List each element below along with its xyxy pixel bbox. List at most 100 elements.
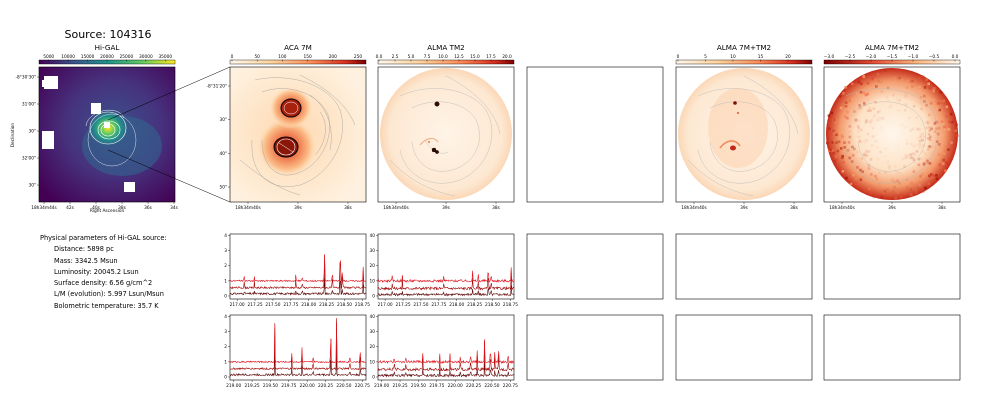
colorbar-tick-label: 0 <box>231 54 234 60</box>
spectrum-x-tick-label: 220.50 <box>484 383 499 389</box>
colorbar-tick-label: 5 <box>704 54 707 60</box>
colorbar-tick-label: −1.0 <box>908 54 919 60</box>
spectrum-y-tick-label: 1 <box>224 359 227 365</box>
tm2-spectrum-2-frame <box>377 314 515 381</box>
x-tick-label: 38s <box>118 205 126 211</box>
colorbar-tick-label: −2.0 <box>866 54 877 60</box>
tm2-spectrum-1: 217.00 217.25 217.50 217.75 218.00 218.25 218.… <box>370 233 519 308</box>
spectrum-x-tick-label: 217.25 <box>396 302 411 308</box>
spectrum-y-tick-label: 3 <box>224 329 227 335</box>
spectrum-x-tick-label: 218.50 <box>337 302 352 308</box>
higal-title: Hi-GAL <box>95 43 120 52</box>
colorbar-tick-label: −2.5 <box>845 54 856 60</box>
y-tick-label: 32'00" <box>22 156 36 162</box>
empty-panel-top <box>526 66 664 203</box>
parameter-mass: Mass: 3342.5 Msun <box>54 256 118 265</box>
spectrum-x-tick-label: 217.25 <box>248 302 263 308</box>
tm2-spectrum-2: 219.00 219.25 219.50 219.75 220.00 220.25 220.… <box>370 314 519 389</box>
spectrum-line <box>377 267 515 284</box>
spectrum-x-tick-label: 218.25 <box>319 302 334 308</box>
aca-title: ACA 7M <box>284 43 312 52</box>
higal-xlabel: Right Ascension <box>90 208 125 214</box>
spectrum-x-tick-label: 219.75 <box>281 383 296 389</box>
empty-spectrum-panel <box>823 233 961 300</box>
colorbar-tick-label: 30000 <box>139 54 153 60</box>
y-tick-label: 40" <box>220 151 227 157</box>
spectrum-y-tick-label: 0 <box>224 374 227 380</box>
colorbar-tick-label: 150 <box>303 54 311 60</box>
x-tick-label: 39s <box>740 205 748 211</box>
parameter-luminosity: Luminosity: 20045.2 Lsun <box>54 267 139 276</box>
colorbar-tick-label: 200 <box>329 54 337 60</box>
spectrum-y-tick-label: 40 <box>370 233 376 239</box>
aca-spectrum-2-frame <box>229 314 367 381</box>
spectrum-y-tick-label: 1 <box>224 278 227 284</box>
colorbar-tick-label: 25000 <box>120 54 134 60</box>
tm2-image <box>380 68 512 200</box>
spectrum-x-tick-label: 217.75 <box>283 302 298 308</box>
colorbar-tick-label: −1.5 <box>887 54 898 60</box>
spectrum-y-tick-label: 20 <box>370 263 376 269</box>
spectrum-y-tick-label: 2 <box>224 263 227 269</box>
spectrum-x-tick-label: 219.75 <box>429 383 444 389</box>
y-tick-label: -8°30'30" <box>15 75 36 81</box>
spectrum-y-tick-label: 30 <box>370 248 376 254</box>
spectrum-line <box>377 361 515 378</box>
colorbar-tick-label: 10 <box>730 54 736 60</box>
colorbar-tick-label: 10.0 <box>438 54 448 60</box>
spectrum-x-tick-label: 220.00 <box>300 383 315 389</box>
x-tick-label: 38s <box>344 205 352 211</box>
x-tick-label: 39s <box>294 205 302 211</box>
higal-frame <box>38 66 176 203</box>
spectrum-x-tick-label: 219.00 <box>374 383 389 389</box>
combo-title: ALMA 7M+TM2 <box>717 43 771 52</box>
parameter-distance: Distance: 5898 pc <box>54 245 114 254</box>
colorbar-tick-label: 20 <box>785 54 791 60</box>
spectrum-x-tick-label: 218.00 <box>449 302 464 308</box>
aca-image <box>230 67 366 202</box>
spectrum-x-tick-label: 218.75 <box>355 302 370 308</box>
combo-ratio-colorbar-ticks: −3.0 −2.5 −2.0 −1.5 −1.0 −0.5 0.0 <box>824 54 959 62</box>
combo-colorbar <box>675 59 813 65</box>
spectrum-line <box>229 348 367 377</box>
x-tick-label: 18h34m44s <box>31 205 57 211</box>
x-tick-label: 39s <box>442 205 450 211</box>
spectrum-line <box>377 339 515 365</box>
spectrum-y-tick-label: 4 <box>224 314 227 320</box>
spectrum-y-tick-label: 4 <box>224 233 227 239</box>
aca-spectrum-1: 217.00 217.25 217.50 217.75 218.00 218.25 218.… <box>224 233 370 308</box>
combo-ratio-image <box>826 68 959 200</box>
colorbar-tick-label: 20000 <box>100 54 114 60</box>
spectrum-line <box>229 277 367 296</box>
x-tick-label: 38s <box>938 205 946 211</box>
x-tick-label: 36s <box>144 205 152 211</box>
spectrum-x-tick-label: 218.25 <box>467 302 482 308</box>
empty-spectrum-panel <box>675 233 813 300</box>
x-tick-label: 18h34m40s <box>829 205 855 211</box>
spectrum-line <box>229 322 367 364</box>
spectrum-y-tick-label: 0 <box>224 293 227 299</box>
x-tick-label: 40s <box>92 205 100 211</box>
spectrum-y-tick-label: 30 <box>370 329 376 335</box>
spectrum-x-tick-label: 219.50 <box>411 383 426 389</box>
higal-ylabel: Declination <box>10 123 16 148</box>
y-tick-label: 50" <box>220 185 227 191</box>
tm2-title: ALMA TM2 <box>427 43 465 52</box>
parameter-bolometric-temperature: Bolometric temperature: 35.7 K <box>54 301 159 310</box>
colorbar-tick-label: 20.0 <box>502 54 512 60</box>
spectrum-y-tick-label: 0 <box>372 293 375 299</box>
spectrum-x-tick-label: 219.50 <box>263 383 278 389</box>
parameters-heading: Physical parameters of Hi-GAL source: <box>40 234 167 242</box>
figure-suptitle: Source: 104316 <box>65 28 152 41</box>
combo-image <box>678 68 810 200</box>
spectrum-x-tick-label: 220.00 <box>448 383 463 389</box>
y-tick-label: 30" <box>29 129 36 135</box>
spectrum-y-tick-label: 20 <box>370 344 376 350</box>
colorbar-tick-label: 35000 <box>158 54 172 60</box>
colorbar-tick-label: 5000 <box>43 54 54 60</box>
higal-colorbar-ticks: 5000 10000 15000 20000 25000 30000 35000 <box>43 54 172 62</box>
spectrum-x-tick-label: 220.25 <box>466 383 481 389</box>
y-tick-label: 31'00" <box>22 102 36 108</box>
parameter-lm-evolution: L/M (evolution): 5.997 Lsun/Msun <box>54 290 164 299</box>
